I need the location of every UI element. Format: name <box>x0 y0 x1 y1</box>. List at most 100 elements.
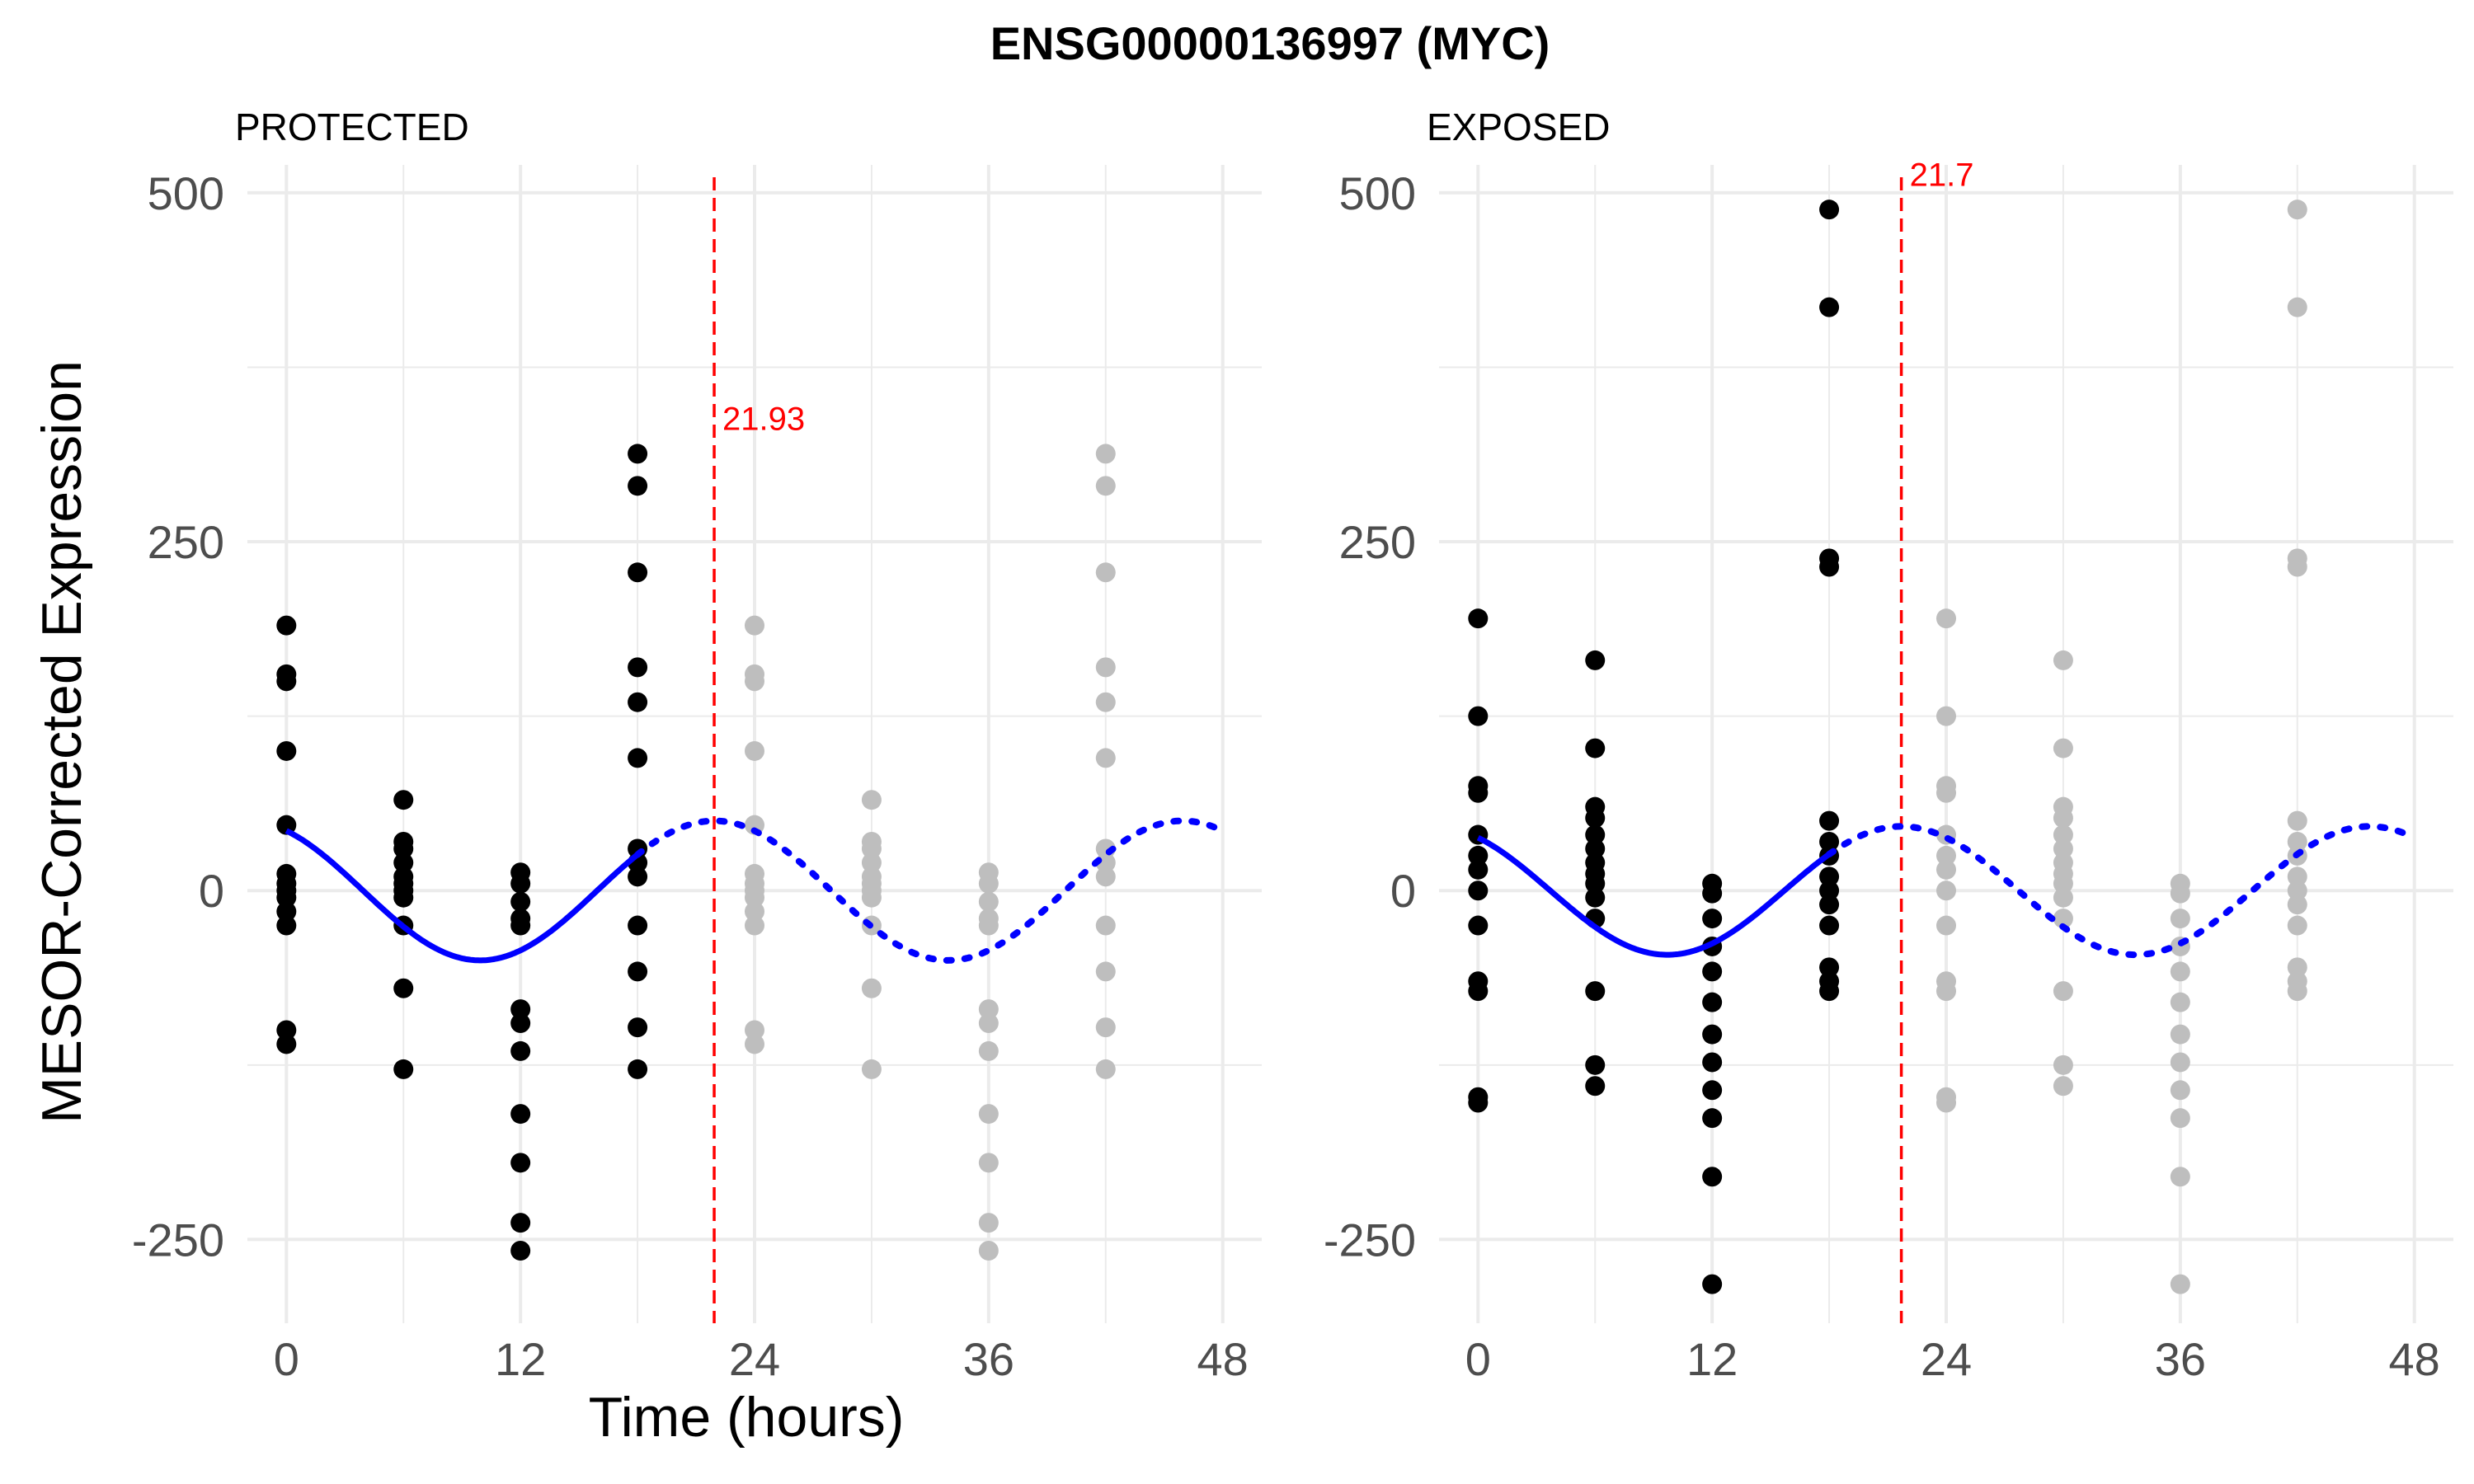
data-point <box>393 887 414 908</box>
data-point-repeat <box>978 915 999 936</box>
x-tick-labels-protected: 0 12 24 36 48 <box>274 1333 1249 1385</box>
data-point-repeat <box>2170 1167 2190 1187</box>
peak-time-label: 21.93 <box>722 402 805 438</box>
data-point <box>1702 992 1723 1012</box>
data-point <box>1585 873 1606 894</box>
x-tick-labels-exposed: 0 12 24 36 48 <box>1465 1333 2440 1385</box>
data-point <box>1819 200 1840 220</box>
data-point-repeat <box>1936 782 1956 803</box>
data-point <box>510 915 531 936</box>
data-point-repeat <box>2053 824 2073 845</box>
y-axis-title: MESOR-Corrected Expression <box>31 360 93 1124</box>
data-point <box>510 1104 531 1125</box>
data-point-repeat <box>2287 297 2307 317</box>
data-point <box>510 1153 531 1173</box>
data-point-repeat <box>978 1104 999 1125</box>
data-point-repeat <box>1936 706 1956 726</box>
y-tick-label: 250 <box>1339 516 1416 568</box>
data-point-repeat <box>745 887 764 908</box>
data-point <box>1585 1054 1606 1075</box>
data-point-repeat <box>2170 992 2190 1012</box>
data-point <box>510 1240 531 1261</box>
observed-points-protected <box>276 444 648 1261</box>
data-point-repeat <box>978 999 999 1020</box>
data-point <box>628 657 648 678</box>
data-point <box>510 1013 531 1034</box>
peak-line-exposed: 21.7 <box>1899 157 1973 1323</box>
data-point <box>1468 981 1489 1002</box>
x-tick-label: 12 <box>1686 1333 1738 1385</box>
data-point-repeat <box>745 901 764 922</box>
data-point-repeat <box>2170 1024 2190 1045</box>
fit-curve-extrapolated <box>634 817 1226 964</box>
data-point-repeat <box>1095 961 1116 982</box>
data-point <box>1702 883 1723 904</box>
data-point <box>1468 608 1489 629</box>
data-point <box>1702 961 1723 982</box>
y-tick-label: 250 <box>148 516 224 568</box>
data-point-repeat <box>2287 810 2307 831</box>
data-point-repeat <box>2287 895 2307 915</box>
data-point-repeat <box>1095 562 1116 583</box>
data-point-repeat <box>2170 1274 2190 1294</box>
data-point-repeat <box>745 615 764 636</box>
fit-curve-extrapolated <box>1826 823 2418 959</box>
data-point <box>1819 297 1840 317</box>
data-point <box>1585 738 1606 758</box>
data-point <box>1819 881 1840 901</box>
data-point-repeat <box>745 671 764 692</box>
x-tick-label: 48 <box>2389 1333 2440 1385</box>
x-tick-label: 0 <box>274 1333 299 1385</box>
data-point-repeat <box>2170 1052 2190 1073</box>
data-point-repeat <box>1936 845 1956 866</box>
repeated-points-protected <box>745 444 1116 1261</box>
y-tick-label: -250 <box>132 1214 224 1266</box>
data-point <box>276 915 297 936</box>
data-point <box>1702 1024 1723 1045</box>
data-point-repeat <box>745 1034 764 1054</box>
data-point-repeat <box>1936 859 1956 880</box>
data-point-repeat <box>861 887 882 908</box>
data-point-repeat <box>2287 915 2307 936</box>
data-point <box>1819 831 1840 852</box>
data-point-repeat <box>745 740 764 761</box>
x-tick-label: 48 <box>1197 1333 1249 1385</box>
data-point-repeat <box>2053 1054 2073 1075</box>
data-point-repeat <box>978 873 999 894</box>
data-point <box>1702 1108 1723 1129</box>
data-point <box>1819 895 1840 915</box>
observed-points-exposed <box>1468 200 1840 1294</box>
data-point-repeat <box>2287 981 2307 1002</box>
data-point-repeat <box>2170 909 2190 929</box>
data-point-repeat <box>1936 915 1956 936</box>
data-point-repeat <box>2053 808 2073 829</box>
data-point-repeat <box>2287 831 2307 852</box>
y-tick-label: 500 <box>1339 167 1416 219</box>
data-point-repeat <box>2287 200 2307 220</box>
data-point <box>1585 650 1606 670</box>
x-tick-label: 0 <box>1465 1333 1491 1385</box>
data-point-repeat <box>1936 608 1956 629</box>
data-point-repeat <box>745 915 764 936</box>
data-point-repeat <box>2053 909 2073 929</box>
data-point-repeat <box>1095 915 1116 936</box>
x-tick-label: 24 <box>1921 1333 1972 1385</box>
data-point-repeat <box>745 1020 764 1040</box>
data-point-repeat <box>1095 476 1116 496</box>
data-point <box>628 961 648 982</box>
repeated-points-exposed <box>1936 200 2307 1294</box>
data-point-repeat <box>2287 866 2307 887</box>
data-point <box>276 1034 297 1054</box>
x-tick-label: 36 <box>963 1333 1014 1385</box>
data-point <box>276 887 297 908</box>
data-point-repeat <box>2053 887 2073 908</box>
data-point-repeat <box>2053 838 2073 859</box>
y-tick-labels-protected: -250 0 250 500 <box>132 167 224 1266</box>
data-point-repeat <box>978 1040 999 1061</box>
data-point <box>628 444 648 464</box>
data-point <box>1468 845 1489 866</box>
data-point-repeat <box>861 852 882 873</box>
data-point <box>1702 1052 1723 1073</box>
data-point <box>628 476 648 496</box>
